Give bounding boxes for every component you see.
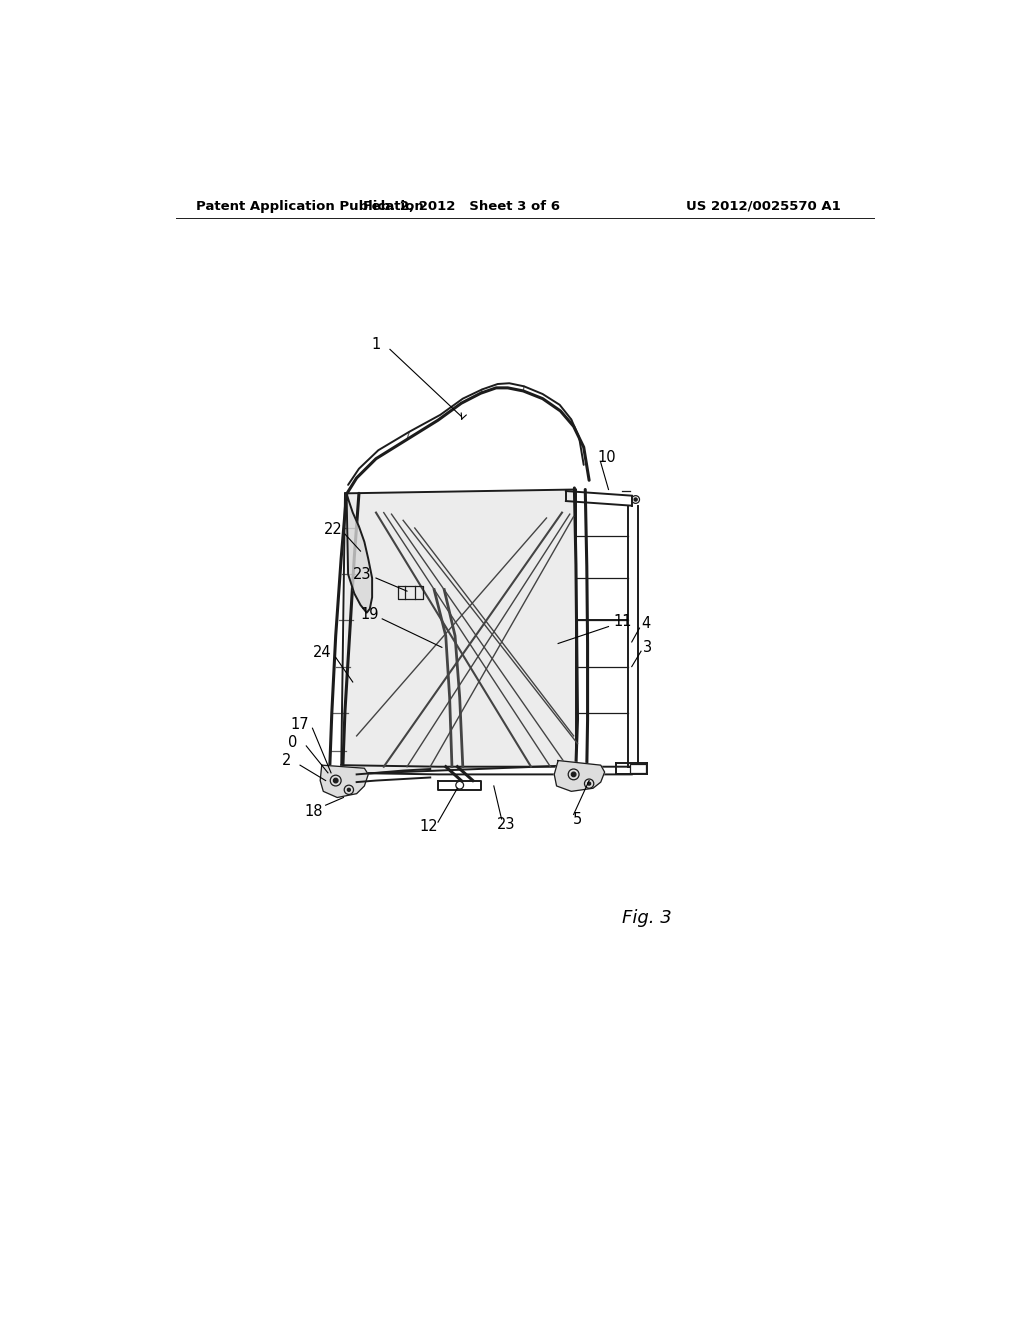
Polygon shape	[346, 494, 372, 612]
Text: Patent Application Publication: Patent Application Publication	[197, 199, 424, 213]
Polygon shape	[343, 490, 578, 775]
Circle shape	[634, 498, 637, 502]
Text: 18: 18	[305, 804, 324, 818]
Bar	[630, 763, 646, 774]
Text: 17: 17	[291, 717, 309, 731]
Polygon shape	[321, 766, 369, 797]
Text: 22: 22	[324, 521, 343, 537]
Text: Fig. 3: Fig. 3	[623, 909, 672, 928]
Text: 23: 23	[497, 817, 515, 832]
Text: 24: 24	[312, 645, 331, 660]
Text: Feb. 2, 2012   Sheet 3 of 6: Feb. 2, 2012 Sheet 3 of 6	[362, 199, 560, 213]
Text: 0: 0	[288, 734, 297, 750]
Text: 2: 2	[283, 752, 292, 768]
Text: 19: 19	[360, 607, 379, 622]
Text: 10: 10	[598, 450, 616, 465]
Polygon shape	[554, 760, 604, 792]
Circle shape	[347, 788, 350, 792]
Circle shape	[588, 781, 591, 785]
Text: 23: 23	[353, 566, 372, 582]
Circle shape	[334, 779, 338, 783]
Text: 4: 4	[641, 616, 650, 631]
Text: 1: 1	[372, 337, 381, 352]
Text: 3: 3	[643, 640, 652, 655]
Circle shape	[571, 772, 575, 776]
Text: US 2012/0025570 A1: US 2012/0025570 A1	[686, 199, 841, 213]
Text: 5: 5	[572, 812, 582, 826]
Text: 12: 12	[420, 820, 438, 834]
Text: 11: 11	[613, 614, 632, 630]
